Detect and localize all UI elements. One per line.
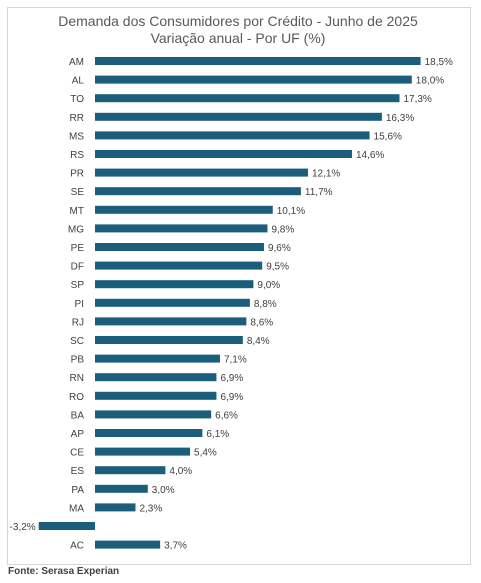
category-label-pb: PB [71,355,85,366]
data-label-ac: 3,7% [164,541,187,552]
data-label-df: 9,5% [266,262,289,273]
bar-ce [95,447,191,456]
data-label-sp: 9,0% [257,280,280,291]
data-label-mg: 9,8% [271,224,294,235]
category-label-am: AM [69,57,84,68]
category-label-ap: AP [71,429,85,440]
bar-am [95,57,421,65]
data-label-ap: 6,1% [206,429,229,440]
bar-ms [95,131,370,140]
bar-al [95,75,412,84]
chart-title-block: Demanda dos Consumidores por Crédito - J… [0,13,476,47]
category-label-mt: MT [70,206,84,217]
data-label-al: 18,0% [416,76,444,87]
data-label-pa: 3,0% [152,485,175,496]
bar-rn [95,373,217,382]
chart-title: Demanda dos Consumidores por Crédito - J… [58,13,418,29]
bar-rs [95,150,352,158]
data-label-rr: 16,3% [386,113,414,124]
data-label-ro: 6,9% [220,392,243,403]
data-label-to: 17,3% [403,94,431,105]
data-label-pb: 7,1% [224,355,247,366]
category-label-ro: RO [69,392,84,403]
data-label-ms: 15,6% [374,131,402,142]
bar-se [95,187,301,196]
category-label-ce: CE [70,448,84,459]
data-label-ba: 6,6% [215,410,238,421]
bar-rr [95,112,382,121]
chart-subtitle: Variação anual - Por UF (%) [150,30,326,46]
bar-mg [95,224,268,233]
bar-df [95,261,263,270]
bar-pa [95,484,148,493]
category-label-ma: MA [69,503,84,514]
category-label-se: SE [71,187,85,198]
source-note: Fonte: Serasa Experian [8,566,120,577]
data-label-se: 11,7% [305,187,333,198]
category-label-pr: PR [70,169,84,180]
bar-ac [95,540,161,549]
bar-mt [95,205,273,214]
bar-sp [95,280,254,289]
category-label-sp: SP [71,280,85,291]
data-label-go: -3,2% [10,522,36,533]
data-label-rs: 14,6% [356,150,384,161]
category-label-pe: PE [71,243,85,254]
category-label-ms: MS [69,131,84,142]
data-label-mt: 10,1% [277,206,305,217]
bar-ap [95,429,203,437]
bar-rj [95,317,247,326]
bar-es [95,466,166,475]
category-label-rj: RJ [72,317,84,328]
category-label-pi: PI [75,299,84,310]
data-label-sc: 8,4% [247,336,270,347]
category-label-ac: AC [70,541,84,552]
bar-pr [95,168,308,177]
category-label-rn: RN [70,373,84,384]
data-label-ce: 5,4% [194,448,217,459]
category-label-rr: RR [70,113,84,124]
data-label-rn: 6,9% [220,373,243,384]
category-label-mg: MG [68,224,84,235]
data-label-es: 4,0% [169,466,192,477]
bar-ro [95,391,217,400]
category-label-df: DF [71,262,84,273]
category-label-ba: BA [71,410,85,421]
bar-pb [95,354,220,363]
category-label-al: AL [72,76,85,87]
category-label-rs: RS [70,150,84,161]
bar-pe [95,243,264,251]
category-label-es: ES [71,466,85,477]
bar-to [95,94,400,103]
bar-pi [95,298,250,307]
data-label-ma: 2,3% [139,503,162,514]
bar-ba [95,410,212,419]
data-label-pr: 12,1% [312,169,340,180]
data-label-pe: 9,6% [268,243,291,254]
category-label-sc: SC [70,336,84,347]
bar-go [38,522,95,530]
data-label-pi: 8,8% [254,299,277,310]
data-label-rj: 8,6% [250,317,273,328]
category-label-pa: PA [71,485,84,496]
data-label-am: 18,5% [425,57,453,68]
category-label-to: TO [70,94,84,105]
bar-sc [95,336,243,344]
bar-ma [95,503,136,512]
